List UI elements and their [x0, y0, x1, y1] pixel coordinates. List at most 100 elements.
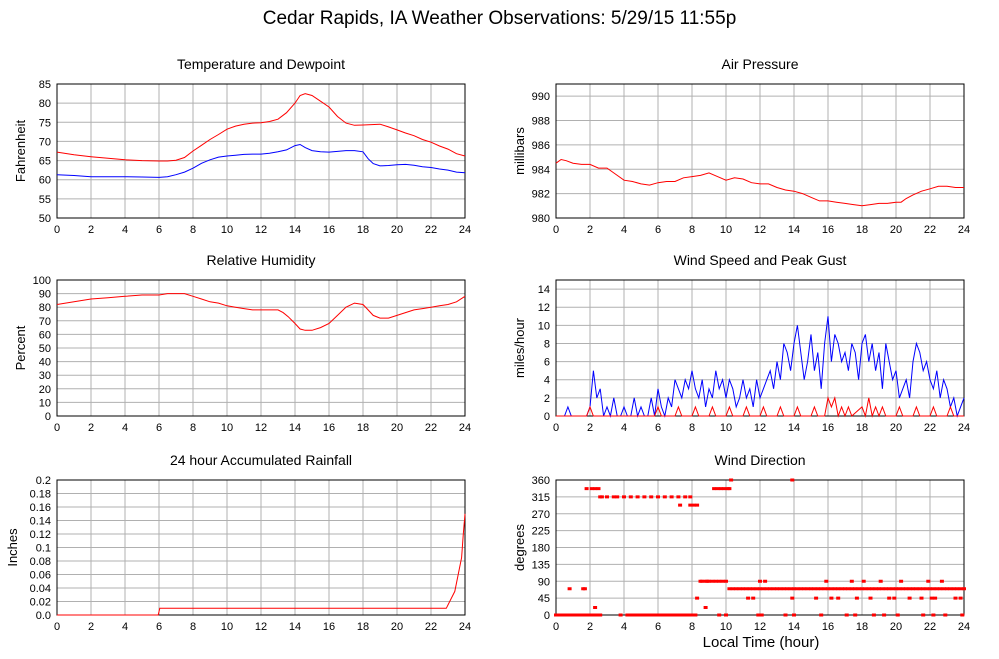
data-point: [819, 613, 824, 617]
data-point: [725, 487, 730, 491]
x-tick-label: 20: [890, 224, 902, 236]
data-point: [921, 613, 926, 617]
x-tick-label: 24: [459, 224, 471, 236]
x-tick-label: 10: [221, 621, 233, 633]
data-point: [751, 587, 756, 591]
x-tick-label: 22: [425, 224, 437, 236]
x-tick-label: 20: [391, 621, 403, 633]
x-tick-label: 12: [754, 224, 766, 236]
data-point: [554, 613, 558, 617]
data-point: [718, 487, 723, 491]
x-tick-label: 24: [459, 621, 471, 633]
data-point: [656, 495, 660, 499]
y-tick-label: 982: [532, 189, 550, 201]
data-point: [822, 587, 827, 591]
data-point: [788, 587, 793, 591]
data-point: [943, 613, 948, 617]
page-title: Cedar Rapids, IA Weather Observations: 5…: [262, 8, 737, 29]
y-tick-label: 225: [532, 526, 550, 538]
series-line-0: [556, 316, 965, 418]
data-point: [829, 587, 834, 591]
x-tick-label: 4: [122, 224, 128, 236]
data-point: [836, 587, 841, 591]
data-point: [877, 587, 881, 591]
y-tick-label: 0.18: [30, 489, 51, 501]
data-point: [605, 495, 609, 499]
data-point: [790, 478, 795, 482]
data-point: [904, 587, 909, 591]
x-tick-label: 8: [190, 224, 196, 236]
data-point: [826, 587, 830, 591]
y-tick-label: 980: [532, 213, 550, 225]
data-point: [588, 613, 592, 617]
series-line-0: [57, 513, 466, 616]
y-tick-label: 0.06: [30, 570, 51, 582]
data-point: [853, 613, 858, 617]
data-point: [931, 613, 936, 617]
data-point: [666, 613, 671, 617]
x-tick-label: 2: [587, 224, 593, 236]
x-tick-label: 10: [221, 422, 233, 434]
x-tick-label: 10: [221, 224, 233, 236]
data-point: [662, 613, 667, 617]
data-point: [729, 478, 734, 482]
y-tick-label: 60: [39, 175, 51, 187]
data-point: [781, 587, 786, 591]
y-tick-label: 80: [39, 98, 51, 110]
y-tick-label: 986: [532, 140, 550, 152]
data-point: [724, 613, 728, 617]
y-tick-label: 40: [39, 357, 51, 369]
data-point: [695, 596, 700, 600]
data-point: [955, 587, 960, 591]
x-tick-label: 22: [924, 621, 936, 633]
data-point: [596, 487, 601, 491]
data-point: [883, 587, 888, 591]
x-tick-label: 16: [822, 422, 834, 434]
series-line-1: [556, 396, 964, 418]
y-tick-label: 4: [544, 375, 550, 387]
data-point: [819, 587, 824, 591]
x-tick-label: 10: [720, 224, 732, 236]
data-point: [843, 587, 847, 591]
data-point: [844, 613, 849, 617]
data-point: [691, 503, 696, 507]
data-point: [759, 613, 764, 617]
x-tick-label: 18: [357, 621, 369, 633]
data-point: [574, 613, 579, 617]
x-tick-label: 18: [856, 224, 868, 236]
x-tick-label: 0: [54, 224, 60, 236]
data-point: [564, 613, 569, 617]
data-point: [763, 579, 768, 583]
x-tick-label: 0: [553, 224, 559, 236]
y-tick-label: 988: [532, 116, 550, 128]
data-point: [866, 587, 871, 591]
data-point: [635, 613, 640, 617]
x-tick-label: 2: [88, 621, 94, 633]
data-point: [683, 613, 688, 617]
data-point: [737, 587, 742, 591]
data-point: [856, 587, 861, 591]
data-point: [645, 613, 650, 617]
plot-frame: [555, 83, 965, 219]
data-point: [662, 495, 667, 499]
data-point: [720, 579, 725, 583]
x-tick-label: 16: [323, 422, 335, 434]
y-tick-label: 70: [39, 316, 51, 328]
x-tick-label: 16: [822, 621, 834, 633]
data-point: [713, 579, 718, 583]
y-tick-label: 50: [39, 343, 51, 355]
data-point: [676, 495, 681, 499]
data-point: [707, 579, 711, 583]
x-tick-label: 6: [655, 422, 661, 434]
data-point: [649, 495, 654, 499]
data-point: [584, 613, 589, 617]
data-point: [582, 587, 587, 591]
y-tick-label: 0.08: [30, 556, 51, 568]
plot-frame: [56, 279, 466, 417]
x-tick-label: 14: [289, 224, 301, 236]
y-tick-label: 0: [544, 411, 550, 423]
